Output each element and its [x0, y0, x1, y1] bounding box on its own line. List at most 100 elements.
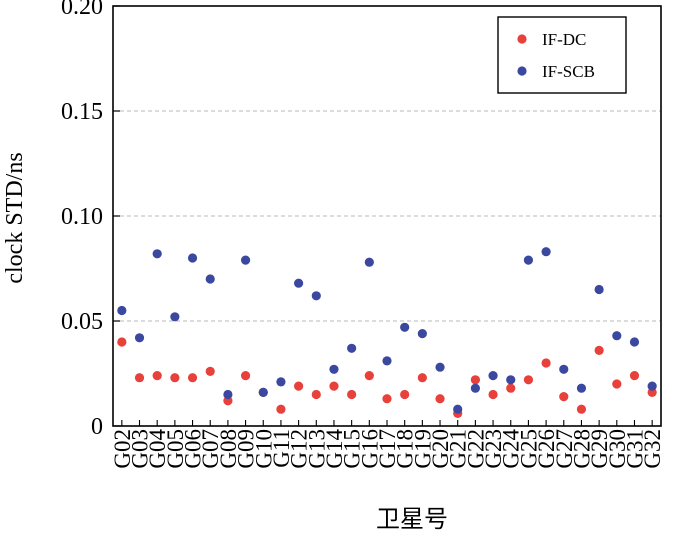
y-tick-label: 0.10: [61, 204, 103, 230]
point-if-scb-g21: [453, 404, 463, 414]
point-if-dc-g07: [205, 366, 215, 376]
x-tick-label: G11: [269, 429, 294, 468]
point-if-dc-g05: [170, 373, 180, 383]
x-tick-label: G08: [216, 429, 241, 469]
x-tick-label: G05: [163, 429, 188, 469]
legend-marker-if-scb: [517, 66, 527, 76]
point-if-dc-g12: [294, 381, 304, 391]
x-tick-label: G30: [605, 429, 630, 469]
point-if-dc-g04: [152, 371, 162, 381]
x-tick-label: G10: [251, 429, 276, 469]
x-tick-label: G02: [110, 429, 135, 469]
legend-marker-if-dc: [517, 34, 527, 44]
point-if-scb-g04: [152, 249, 162, 259]
point-if-dc-g17: [382, 394, 392, 404]
x-tick-label: G14: [322, 429, 347, 469]
point-if-scb-g32: [647, 381, 657, 391]
point-if-scb-g27: [559, 364, 569, 374]
point-if-scb-g30: [612, 331, 622, 341]
point-if-scb-g14: [329, 364, 339, 374]
x-tick-label: G24: [499, 429, 524, 469]
y-tick-label: 0.20: [61, 0, 103, 20]
point-if-dc-g22: [470, 375, 480, 385]
point-if-scb-g26: [541, 247, 551, 257]
point-if-dc-g06: [187, 373, 198, 383]
point-if-dc-g03: [134, 373, 145, 383]
x-tick-label: G15: [340, 429, 365, 469]
point-if-dc-g16: [364, 371, 374, 381]
x-axis-title: 卫星号: [376, 507, 448, 533]
x-tick-label: G04: [145, 429, 170, 469]
y-tick-label: 0: [91, 414, 103, 440]
x-tick-label: G29: [587, 429, 612, 469]
point-if-scb-g11: [276, 377, 286, 387]
point-if-scb-g12: [294, 278, 304, 288]
x-tick-label: G27: [552, 429, 577, 469]
point-if-scb-g03: [134, 333, 145, 343]
point-if-dc-g11: [276, 404, 286, 414]
legend: IF-DC IF-SCB: [497, 16, 627, 94]
point-if-scb-g17: [382, 356, 392, 366]
x-tick-label: G31: [622, 429, 647, 469]
point-if-dc-g31: [629, 371, 640, 381]
x-tick-label: G22: [463, 429, 488, 469]
x-tick-label: G09: [234, 429, 259, 469]
point-if-scb-g13: [311, 291, 321, 301]
point-if-dc-g25: [523, 375, 534, 385]
x-tick-label: G21: [446, 429, 471, 469]
x-tick-label: G12: [287, 429, 312, 469]
point-if-scb-g29: [594, 284, 604, 295]
point-if-scb-g28: [576, 383, 587, 393]
x-axis-ticks: G02G03G04G05G06G07G08G09G10G11G12G13G14G…: [110, 420, 665, 469]
point-if-dc-g15: [347, 389, 357, 400]
x-tick-label: G26: [534, 429, 559, 469]
legend-box: [497, 16, 627, 94]
x-tick-label: G17: [375, 429, 400, 469]
point-if-scb-g05: [170, 312, 180, 322]
y-tick-label: 0.05: [61, 309, 103, 335]
point-if-scb-g09: [240, 255, 251, 265]
point-if-dc-g13: [311, 389, 321, 400]
point-if-scb-g06: [187, 253, 198, 263]
point-if-dc-g02: [117, 337, 127, 347]
data-points: [117, 247, 657, 418]
point-if-dc-g09: [240, 371, 251, 381]
point-if-scb-g18: [400, 322, 410, 332]
point-if-dc-g26: [541, 358, 551, 368]
x-tick-label: G23: [481, 429, 506, 469]
point-if-scb-g10: [258, 387, 268, 397]
y-axis-ticks: 0 0.05 0.10 0.15 0.20: [61, 0, 120, 440]
plot-frame: [112, 5, 662, 427]
point-if-scb-g08: [223, 389, 233, 400]
point-if-scb-g07: [205, 274, 215, 284]
point-if-dc-g14: [329, 381, 339, 391]
x-tick-label: G32: [640, 429, 665, 469]
point-if-dc-g23: [488, 389, 498, 400]
point-if-scb-g15: [347, 343, 357, 353]
x-tick-label: G19: [410, 429, 435, 469]
x-tick-label: G18: [393, 429, 418, 469]
point-if-scb-g22: [470, 383, 480, 393]
point-if-scb-g16: [364, 257, 374, 267]
y-axis-title: clock STD/ns: [2, 152, 28, 283]
legend-label-if-dc: IF-DC: [542, 30, 586, 49]
point-if-scb-g25: [523, 255, 534, 265]
point-if-dc-g24: [506, 383, 516, 393]
point-if-dc-g20: [435, 394, 445, 404]
point-if-scb-g23: [488, 371, 498, 381]
point-if-dc-g28: [576, 404, 587, 414]
point-if-dc-g08: [223, 396, 233, 406]
x-tick-label: G03: [128, 429, 153, 469]
point-if-dc-g30: [612, 379, 622, 389]
point-if-scb-g20: [435, 362, 445, 372]
point-if-scb-g24: [506, 375, 516, 385]
x-tick-label: G25: [516, 429, 541, 469]
point-if-scb-g02: [117, 305, 127, 316]
x-tick-label: G20: [428, 429, 453, 469]
point-if-dc-g32: [647, 387, 657, 397]
x-tick-label: G06: [181, 429, 206, 469]
x-tick-label: G28: [569, 429, 594, 469]
x-tick-label: G07: [198, 429, 223, 469]
point-if-dc-g18: [400, 389, 410, 400]
